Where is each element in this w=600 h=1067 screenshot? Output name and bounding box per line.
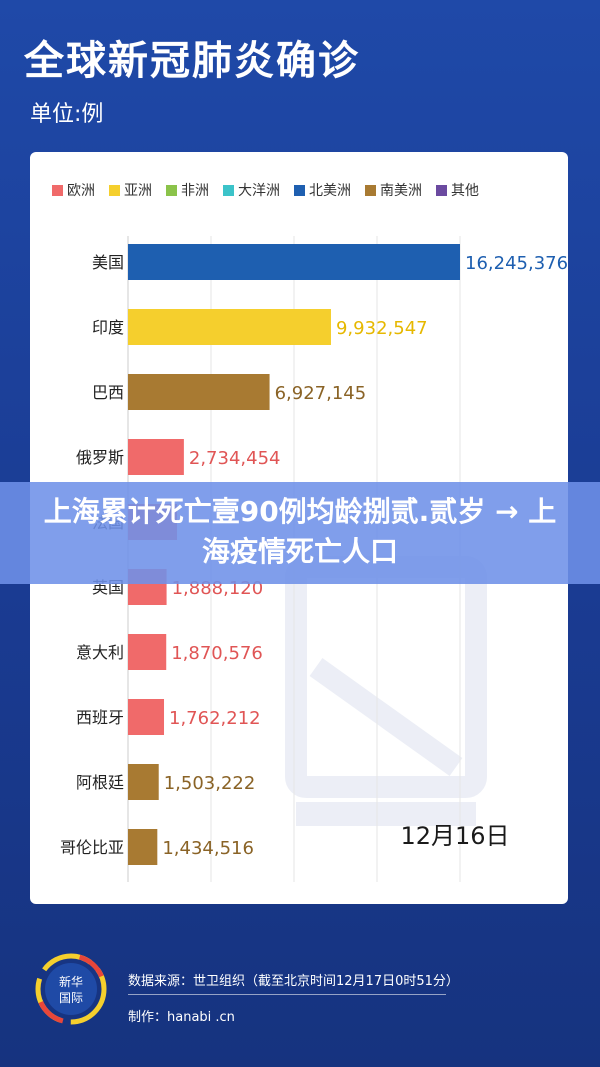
bar-0: [128, 244, 460, 280]
legend-label: 其他: [451, 183, 479, 199]
legend-swatch: [436, 184, 447, 196]
category-label-9: 哥伦比亚: [60, 838, 124, 857]
bar-8: [128, 764, 159, 800]
legend-label: 亚洲: [124, 183, 152, 199]
headline-text: 上海累计死亡壹90例均龄捌贰.贰岁 → 上海疫情死亡人口: [43, 495, 557, 568]
legend-label: 欧洲: [67, 183, 95, 199]
chart-legend: 欧洲 亚洲 非洲 大洋洲 北美洲 南美洲 其他: [52, 180, 479, 200]
category-label-8: 阿根廷: [76, 773, 124, 792]
legend-item-4: 北美洲: [294, 180, 351, 200]
bar-1: [128, 309, 331, 345]
value-label-3: 2,734,454: [189, 448, 281, 469]
legend-item-5: 南美洲: [365, 180, 422, 200]
footer-divider: [128, 994, 446, 995]
bar-7: [128, 699, 165, 735]
logo-text-line2: 国际: [59, 991, 83, 1005]
value-label-0: 16,245,376: [465, 253, 568, 274]
legend-swatch: [294, 184, 305, 196]
bar-9: [128, 829, 158, 865]
category-label-1: 印度: [92, 318, 124, 337]
value-label-6: 1,870,576: [171, 643, 263, 664]
category-label-0: 美国: [92, 253, 124, 272]
legend-item-1: 亚洲: [109, 180, 152, 200]
legend-swatch: [166, 184, 177, 196]
legend-label: 大洋洲: [238, 183, 280, 199]
category-label-7: 西班牙: [76, 708, 124, 727]
category-label-6: 意大利: [76, 643, 124, 662]
legend-item-0: 欧洲: [52, 180, 95, 200]
legend-item-3: 大洋洲: [223, 180, 280, 200]
bar-6: [128, 634, 167, 670]
unit-label: 单位:例: [30, 102, 104, 127]
legend-label: 非洲: [181, 183, 209, 199]
xinhua-international-logo-icon: 新华 国际: [35, 953, 107, 1025]
category-label-3: 俄罗斯: [76, 448, 124, 467]
bar-2: [128, 374, 270, 410]
logo-text-line1: 新华: [59, 974, 83, 989]
date-label: 12月16日: [400, 822, 509, 850]
data-source-text: 数据来源：世卫组织（截至北京时间12月17日0时51分）: [128, 974, 459, 989]
legend-item-2: 非洲: [166, 180, 209, 200]
legend-swatch: [223, 184, 234, 196]
legend-swatch: [365, 184, 376, 196]
bar-3: [128, 439, 184, 475]
maker-credit-text: 制作：hanabi .cn: [128, 1010, 235, 1025]
value-label-9: 1,434,516: [162, 838, 254, 859]
legend-swatch: [52, 184, 63, 196]
value-label-1: 9,932,547: [336, 318, 428, 339]
legend-label: 南美洲: [380, 183, 422, 199]
value-label-2: 6,927,145: [275, 383, 367, 404]
headline-banner: [0, 482, 600, 584]
page-title: 全球新冠肺炎确诊: [24, 38, 360, 84]
category-label-2: 巴西: [92, 383, 124, 402]
value-label-8: 1,503,222: [164, 773, 256, 794]
legend-item-6: 其他: [436, 180, 479, 200]
watermark-logo-icon: [285, 556, 487, 826]
legend-swatch: [109, 184, 120, 196]
value-label-7: 1,762,212: [169, 708, 261, 729]
legend-label: 北美洲: [309, 183, 351, 199]
